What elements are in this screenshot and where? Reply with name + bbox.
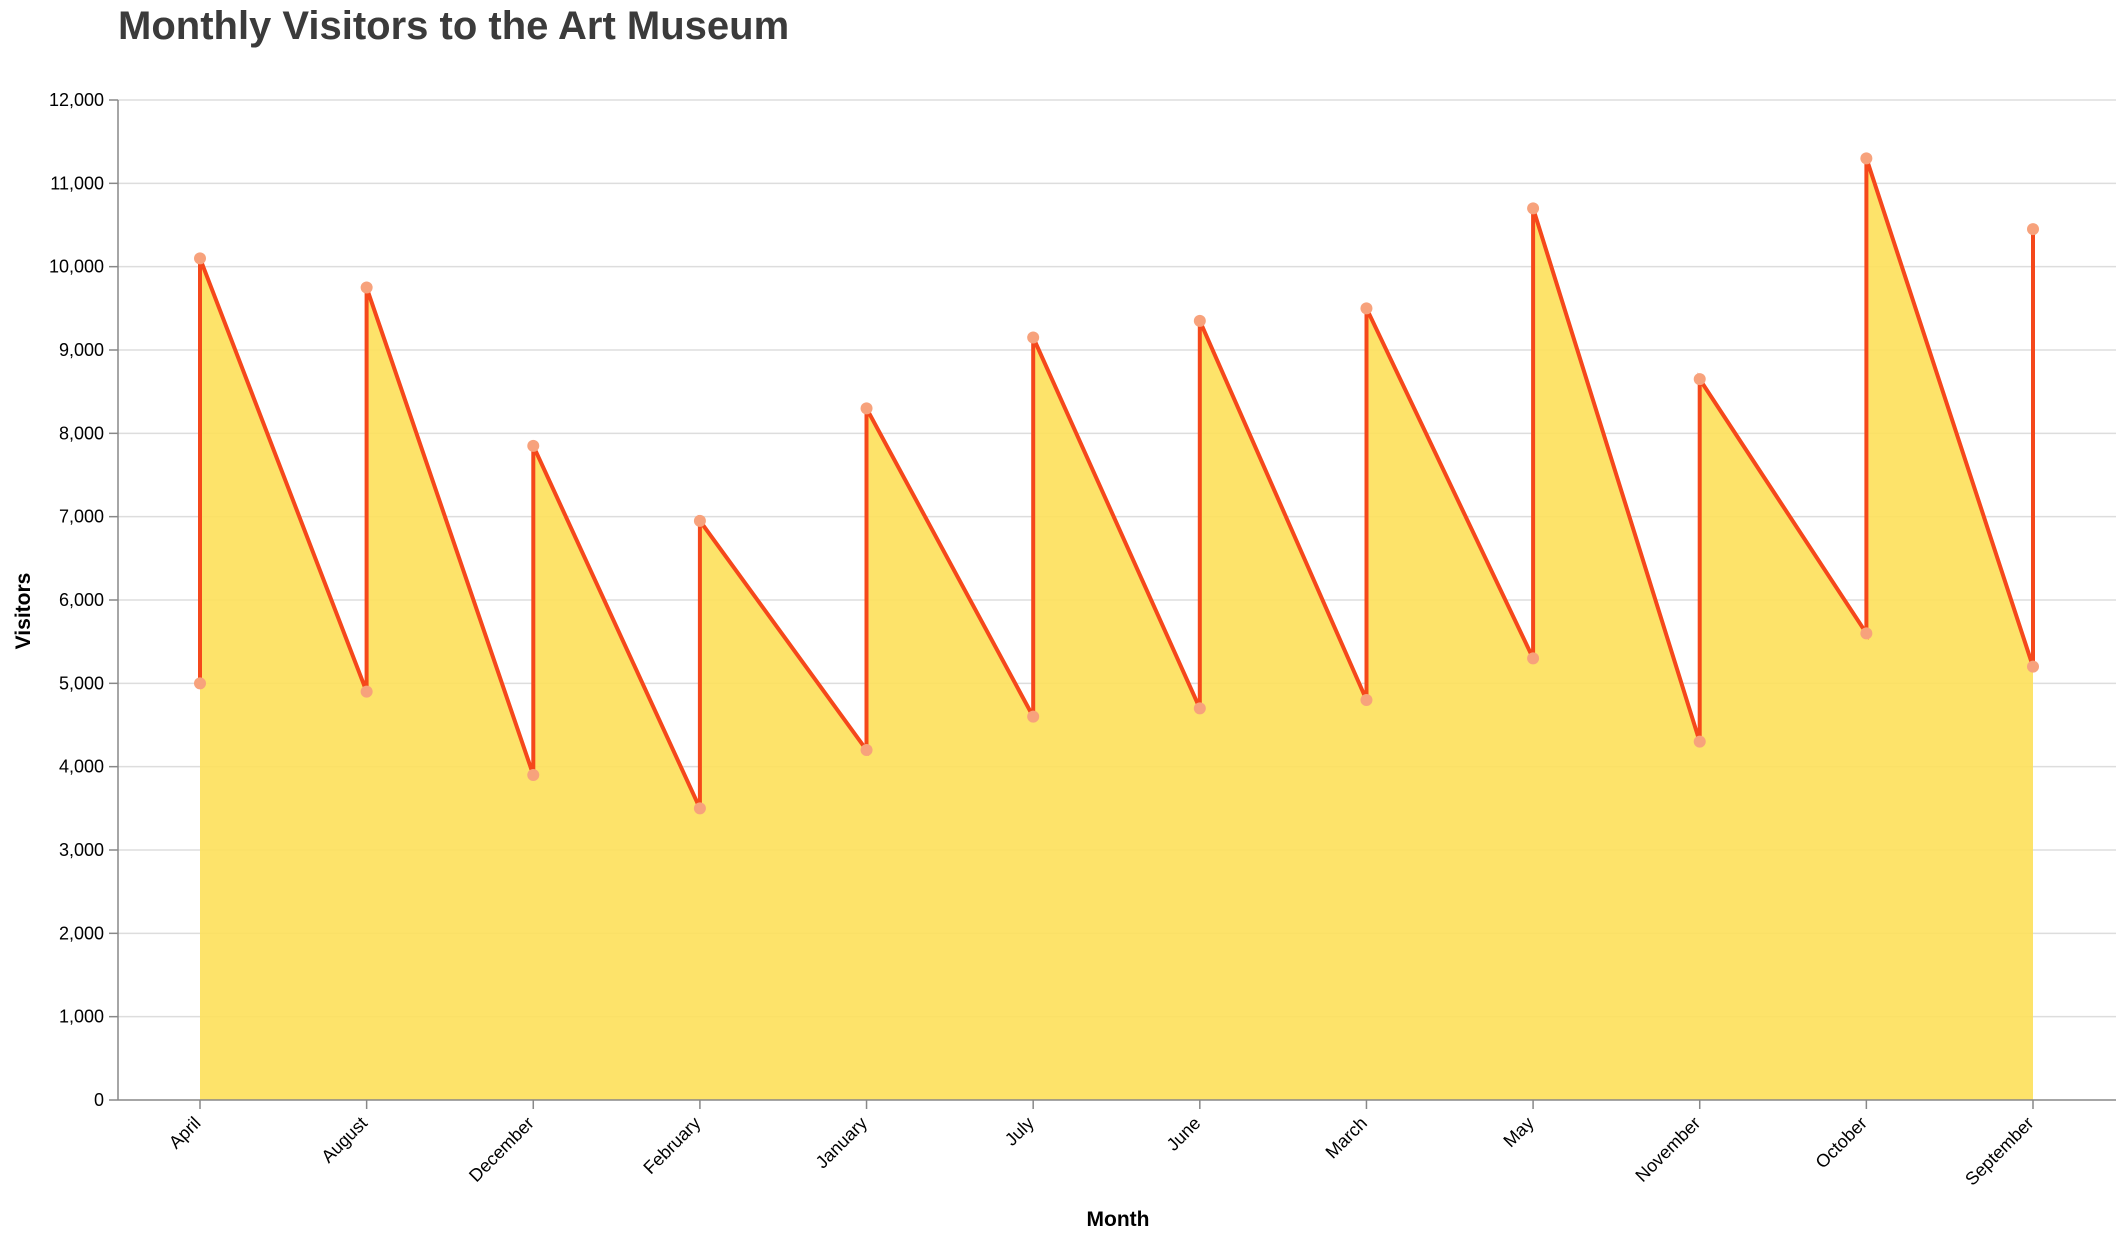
data-point (1860, 627, 1873, 640)
y-tick-label: 0 (94, 1090, 104, 1110)
data-point (1360, 694, 1373, 706)
data-point (1693, 373, 1706, 386)
y-tick-label: 3,000 (59, 840, 104, 860)
data-point (860, 402, 873, 415)
x-tick-label: December (465, 1113, 538, 1186)
data-point (527, 769, 540, 781)
data-point (527, 439, 540, 452)
y-tick-label: 2,000 (59, 923, 104, 943)
x-tick-label: May (1499, 1113, 1537, 1151)
x-tick-label: August (317, 1113, 371, 1167)
data-point (360, 685, 373, 698)
data-point (1527, 652, 1540, 665)
y-tick-label: 11,000 (50, 173, 104, 193)
area-layer (200, 158, 2033, 1101)
data-point (1693, 735, 1706, 748)
data-point (360, 281, 373, 294)
x-tick-label: June (1163, 1113, 1205, 1155)
y-tick-label: 1,000 (59, 1007, 104, 1027)
data-point (693, 802, 706, 815)
x-tick-label: July (1001, 1113, 1038, 1150)
y-tick-label: 7,000 (59, 507, 104, 527)
x-tick-label: January (812, 1113, 871, 1172)
data-point (860, 744, 873, 756)
data-point (1193, 702, 1206, 715)
data-point (1027, 331, 1040, 344)
visitors-area (200, 158, 2033, 1101)
data-point (1860, 152, 1873, 165)
y-tick-label: 5,000 (59, 673, 104, 693)
y-axis-title: Visitors (12, 573, 35, 650)
y-tick-label: 9,000 (59, 340, 104, 360)
y-tick-label: 8,000 (59, 423, 104, 443)
chart-title: Monthly Visitors to the Art Museum (118, 4, 790, 48)
data-point (693, 514, 706, 527)
x-axis-title: Month (1087, 1208, 1150, 1231)
data-point (1193, 314, 1206, 327)
data-point (1027, 710, 1040, 723)
x-tick-label: November (1631, 1113, 1704, 1186)
data-point (2027, 223, 2039, 236)
data-point (1360, 302, 1373, 315)
x-tick-label: February (639, 1113, 704, 1178)
y-tick-label: 12,000 (49, 90, 104, 110)
line-layer (198, 157, 2035, 810)
y-tick-label: 10,000 (49, 257, 104, 277)
data-point (1527, 202, 1540, 215)
data-point (2027, 660, 2039, 673)
x-tick-label: October (1812, 1113, 1871, 1172)
x-tick-label: September (1961, 1113, 2037, 1189)
x-tick-label: April (165, 1113, 205, 1153)
y-tick-label: 4,000 (59, 757, 104, 777)
x-tick-label: March (1322, 1113, 1372, 1163)
data-point (194, 252, 206, 265)
y-tick-label: 6,000 (59, 590, 104, 610)
point-layer (194, 152, 2039, 815)
visitors-line (198, 157, 2035, 810)
data-point (194, 677, 206, 690)
